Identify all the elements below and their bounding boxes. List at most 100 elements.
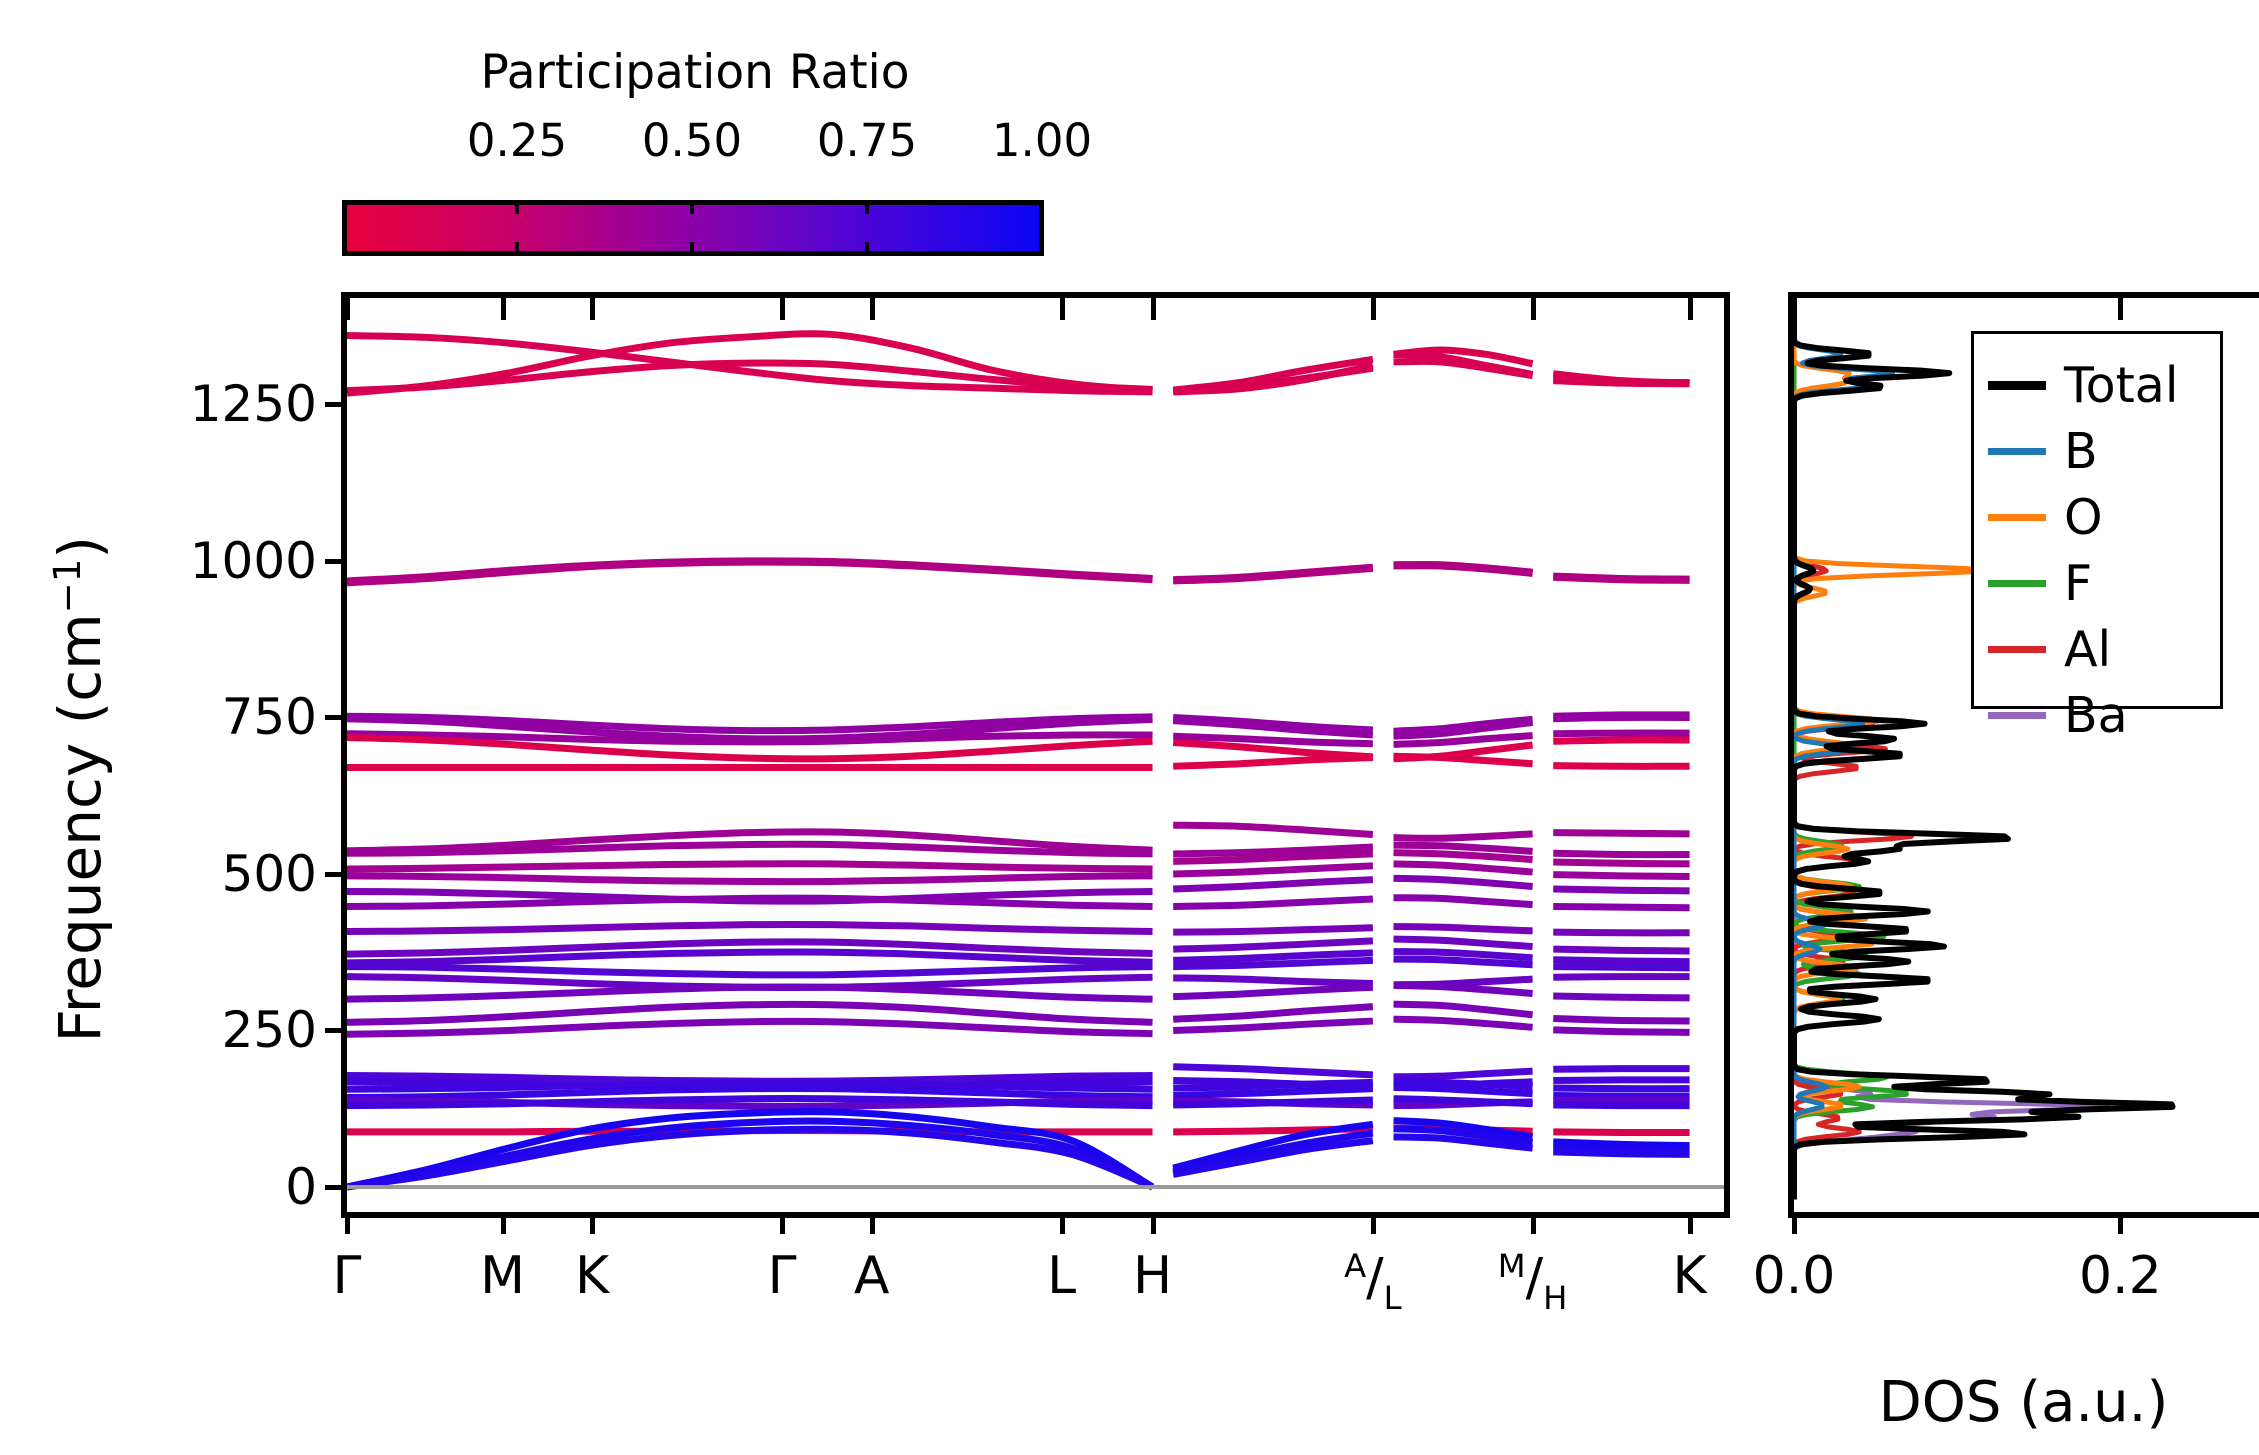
band-curve-30-seg3 [1393, 1095, 1533, 1108]
band-curve-3-seg1 [347, 359, 1153, 395]
band-curve-10-seg4 [1553, 762, 1690, 770]
band-curve-14-seg4 [1553, 871, 1690, 880]
band-curve-19-seg4 [1553, 956, 1690, 966]
band-curve-6-seg3 [1393, 715, 1533, 735]
band-curve-12-seg3 [1393, 841, 1533, 855]
band-curve-28-seg4 [1553, 1092, 1690, 1100]
dos-curves-svg [1794, 298, 2176, 1200]
band-curve-13-seg3 [1393, 849, 1533, 864]
band-curve-10-seg3 [1393, 752, 1533, 768]
y-axis-label: Frequency (cm−1) [45, 535, 115, 1043]
dos-curve-total [1794, 298, 2176, 1200]
band-curve-6-seg1 [347, 712, 1153, 735]
dos-axes: 0.0 0.2 [1753, 292, 2259, 1302]
band-curve-11-seg4 [1553, 829, 1690, 838]
x-tick-top-3 [780, 298, 786, 320]
participation-ratio-colorbar[interactable] [342, 200, 1044, 256]
band-curve-20-seg2 [1173, 956, 1373, 971]
band-curve-22-seg2 [1173, 983, 1374, 1001]
hs-point-label-A-L: A/L [1344, 1247, 1402, 1318]
colorbar-tick-0.50-top [690, 200, 694, 214]
band-curve-21-seg4 [1553, 973, 1690, 981]
legend-item-o[interactable]: O [1988, 484, 2206, 550]
x-tick-7 [1370, 1212, 1376, 1234]
x-tick-top-9 [1687, 298, 1693, 320]
band-curve-17-seg2 [1173, 924, 1373, 936]
x-tick-8 [1530, 1212, 1536, 1234]
band-curve-8-seg2 [1173, 732, 1373, 748]
band-curve-19-seg2 [1173, 949, 1374, 964]
y-tick-1000 [325, 558, 347, 564]
band-curve-5-seg2 [1173, 563, 1374, 584]
hs-point-label-Γ: Γ [767, 1246, 797, 1306]
band-curve-23-seg1 [347, 1000, 1153, 1026]
x-tick-top-2 [590, 298, 596, 320]
band-curve-27-seg2 [1173, 1078, 1373, 1092]
zero-frequency-line [347, 1184, 1724, 1189]
x-tick-2 [590, 1212, 596, 1234]
y-tick-label-1000: 1000 [189, 531, 317, 590]
x-tick-4 [869, 1212, 875, 1234]
hs-point-label-K: K [575, 1246, 610, 1306]
dos-legend[interactable]: Total B O F Al Ba [1971, 331, 2223, 740]
dos-curve-al [1794, 298, 1914, 1200]
band-curve-30-seg4 [1553, 1101, 1690, 1110]
x-tick-top-0 [345, 298, 350, 320]
band-curve-20-seg1 [347, 963, 1153, 979]
band-curve-24-seg4 [1553, 1026, 1690, 1036]
band-curve-14-seg3 [1393, 860, 1533, 876]
band-curve-18-seg1 [347, 938, 1153, 958]
band-curve-12-seg2 [1173, 843, 1374, 858]
band-curve-24-seg3 [1393, 1015, 1533, 1031]
band-curve-13-seg2 [1173, 850, 1374, 865]
band-curve-8-seg3 [1393, 732, 1533, 748]
x-tick-9 [1687, 1212, 1693, 1234]
legend-item-al[interactable]: Al [1988, 616, 2206, 682]
band-curve-27-seg1 [347, 1079, 1153, 1093]
band-curve-32-seg4 [1553, 1138, 1690, 1150]
band-curve-15-seg4 [1553, 885, 1690, 895]
dos-x-tick-label-0: 0.0 [1752, 1246, 1836, 1306]
hs-point-label-L: L [1047, 1246, 1077, 1306]
band-curve-33-seg3 [1393, 1125, 1534, 1146]
x-tick-top-8 [1530, 298, 1536, 320]
x-tick-1 [500, 1212, 506, 1234]
colorbar-title: Participation Ratio [480, 45, 910, 100]
band-curve-8-seg1 [347, 730, 1153, 746]
colorbar-tick-0.75-bottom [865, 242, 869, 256]
legend-item-f[interactable]: F [1988, 550, 2206, 616]
band-curve-7-seg2 [1172, 717, 1374, 739]
legend-label-b: B [2064, 422, 2098, 480]
band-curve-19-seg3 [1393, 948, 1533, 962]
band-curve-27-seg4 [1553, 1084, 1690, 1093]
band-curve-25-seg4 [1553, 1065, 1690, 1073]
band-curve-19-seg1 [347, 948, 1153, 967]
legend-item-total[interactable]: Total [1988, 352, 2206, 418]
legend-item-ba[interactable]: Ba [1988, 682, 2206, 748]
x-tick-6 [1150, 1212, 1156, 1234]
colorbar-label-0: 0.25 [466, 114, 568, 167]
band-curve-28-seg3 [1393, 1083, 1533, 1098]
hs-point-label-K: K [1672, 1246, 1707, 1306]
band-curve-18-seg3 [1393, 935, 1533, 951]
x-tick-top-7 [1370, 298, 1376, 320]
band-curve-23-seg4 [1553, 1015, 1690, 1025]
colorbar-label-2: 0.75 [816, 114, 918, 167]
colorbar-tick-0.25-bottom [515, 242, 519, 256]
band-curve-5-seg1 [347, 557, 1153, 585]
band-curve-22-seg4 [1553, 992, 1690, 1002]
legend-swatch-o [1988, 513, 2046, 521]
hs-point-label-M: M [480, 1246, 526, 1306]
y-tick-label-0: 0 [285, 1157, 317, 1216]
y-tick-500 [325, 871, 347, 877]
band-curve-21-seg2 [1173, 974, 1373, 987]
band-curve-14-seg2 [1173, 862, 1374, 878]
band-curve-7-seg3 [1393, 718, 1534, 740]
band-curve-34-seg2 [1172, 1137, 1374, 1178]
colorbar-tick-0.75-top [865, 200, 869, 214]
y-tick-label-1250: 1250 [189, 375, 317, 434]
band-curve-8-seg4 [1553, 729, 1690, 738]
band-curve-13-seg1 [347, 860, 1153, 873]
legend-item-b[interactable]: B [1988, 418, 2206, 484]
